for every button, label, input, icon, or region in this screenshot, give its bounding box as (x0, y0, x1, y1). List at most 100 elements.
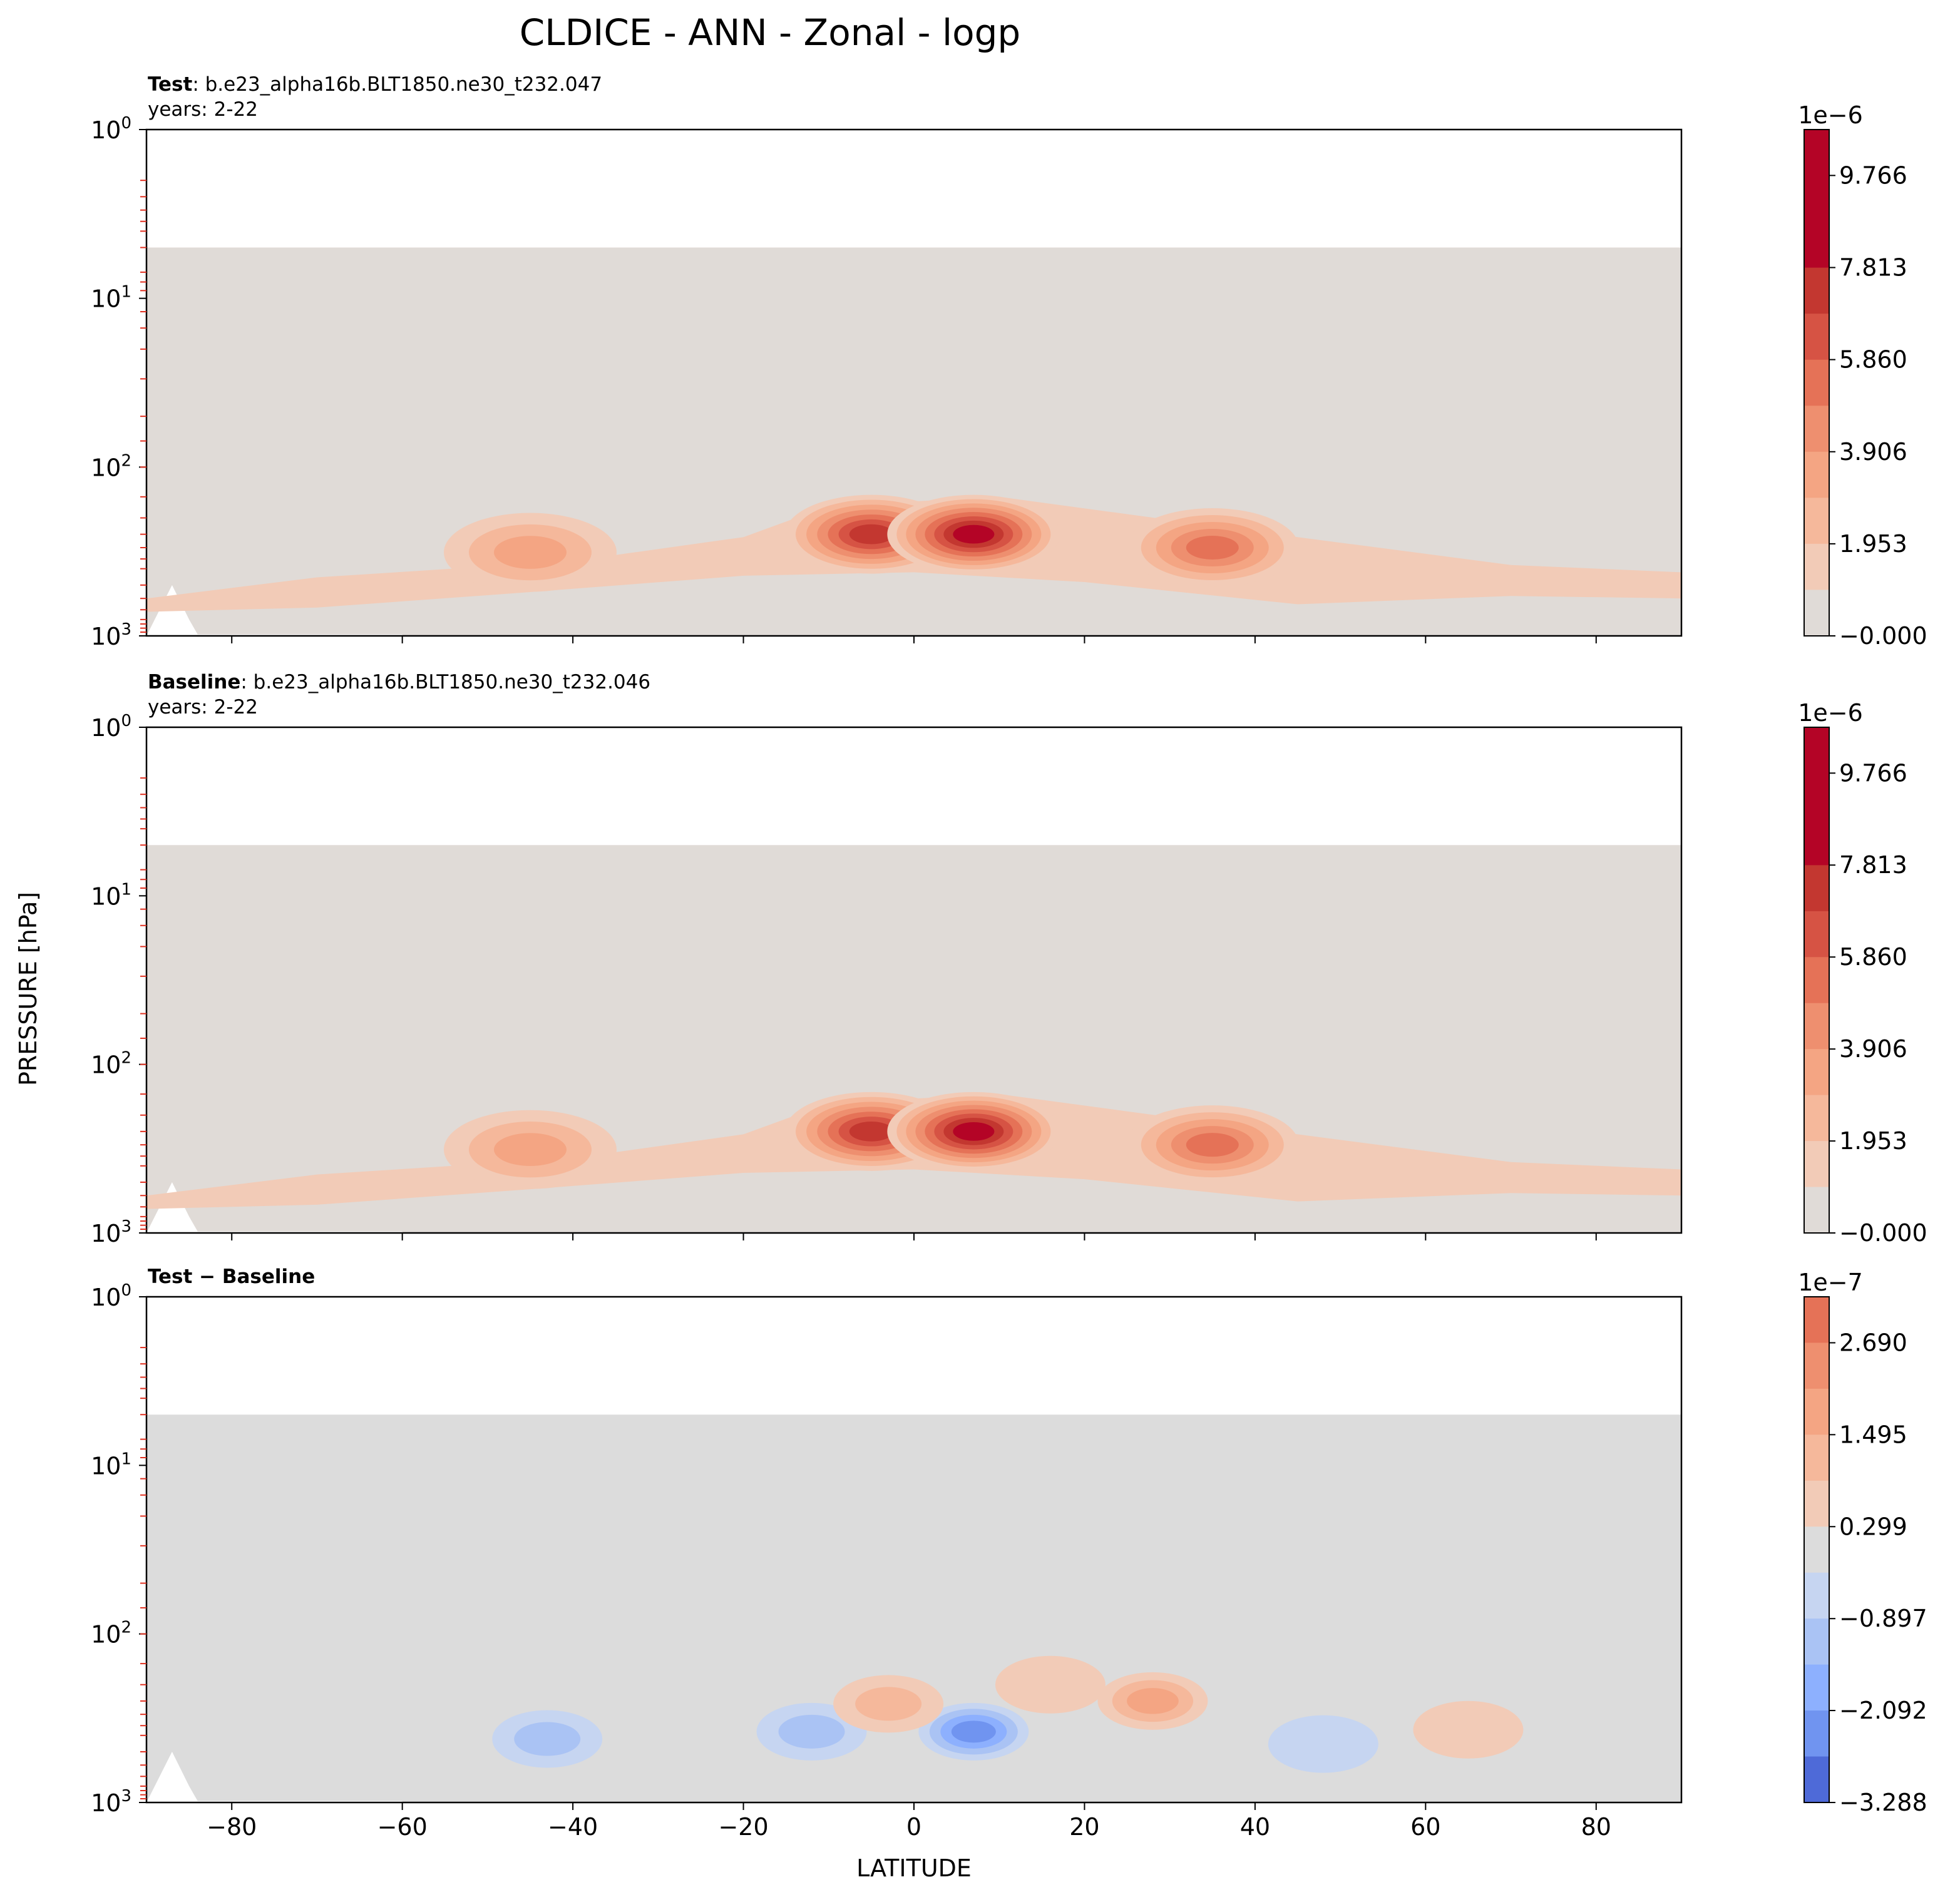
x-tick-label: 60 (1410, 1813, 1440, 1841)
contour-level-0-4 (951, 1720, 996, 1743)
colorbar-segment (1804, 1003, 1829, 1050)
colorbar-segment (1804, 1710, 1829, 1757)
colorbar-segment (1804, 773, 1829, 820)
contour-level-0-7 (849, 524, 894, 545)
x-axis-label: LATITUDE (856, 1854, 972, 1882)
colorbar-segment (1804, 222, 1829, 268)
y-tick-label: 102 (91, 1049, 131, 1079)
contour-level-2-5 (1186, 1133, 1239, 1157)
colorbar-segment (1804, 1049, 1829, 1096)
colorbar-segment (1804, 406, 1829, 452)
contour-level-1-8 (953, 1122, 995, 1141)
colorbar-tick-label: 7.813 (1839, 253, 1907, 281)
colorbar-tick-label: −0.897 (1839, 1605, 1927, 1632)
colorbar-segment (1804, 819, 1829, 866)
y-tick-label: 103 (91, 620, 131, 650)
colorbar-tick-label: −2.092 (1839, 1697, 1927, 1724)
colorbar-tick-label: −0.000 (1839, 1219, 1927, 1247)
contour-level-3-1 (1268, 1715, 1378, 1773)
colorbar: 1e−6 9.766 7.813 5.860 3.906 1.953 −0.000 (1798, 699, 1927, 1247)
y-tick-label: 101 (91, 283, 131, 313)
y-tick-label: 102 (91, 1618, 131, 1649)
colorbar: 1e−7 2.690 1.495 0.299 −0.897 −2.092 −3.288 (1798, 1269, 1927, 1816)
colorbar-tick-label: −0.000 (1839, 622, 1927, 650)
contour-level-3-3 (494, 536, 567, 569)
colorbar-segment (1804, 1342, 1829, 1389)
contour-level-1-2 (778, 1714, 845, 1749)
contour-level-6-1 (995, 1655, 1106, 1714)
colorbar-segment (1804, 590, 1829, 637)
colorbar-segment (1804, 498, 1829, 545)
x-tick-label: 80 (1581, 1813, 1611, 1841)
contour-level-2-5 (1186, 535, 1239, 560)
colorbar-tick-label: 1.953 (1839, 1127, 1907, 1155)
colorbar-segment (1804, 175, 1829, 222)
colorbar-segment (1804, 1618, 1829, 1665)
x-tick-label: 40 (1240, 1813, 1270, 1841)
colorbar-segment (1804, 451, 1829, 498)
x-tick-label: 20 (1069, 1813, 1099, 1841)
colorbar-segment (1804, 1095, 1829, 1142)
colorbar-offset: 1e−6 (1798, 101, 1863, 129)
colorbar-tick-label: 5.860 (1839, 943, 1907, 971)
colorbar-tick-label: 1.953 (1839, 530, 1907, 558)
x-tick-label: −80 (207, 1813, 257, 1841)
y-tick-label: 102 (91, 451, 131, 481)
colorbar-tick-label: 9.766 (1839, 759, 1907, 787)
colorbar-segment (1804, 1434, 1829, 1481)
contour-level-2-2 (514, 1722, 581, 1756)
y-tick-label: 101 (91, 880, 131, 910)
colorbar-segment (1804, 359, 1829, 406)
colorbar-segment (1804, 1526, 1829, 1573)
topography-mask (146, 1751, 403, 1802)
x-tick-label: −60 (377, 1813, 428, 1841)
colorbar-segment (1804, 1664, 1829, 1711)
panel-difference: −80 −60 −40 −20 0 20 40 60 80 100 101 102 103 Test − … (91, 1265, 1927, 1841)
y-tick-label: 103 (91, 1217, 131, 1247)
colorbar-segment (1804, 911, 1829, 958)
colorbar-segment (1804, 1141, 1829, 1188)
colorbar-frame (1804, 129, 1830, 637)
colorbar-tick-label: 1.495 (1839, 1421, 1907, 1448)
colorbar-segment (1804, 543, 1829, 590)
colorbar-segment (1804, 1388, 1829, 1435)
panel-title: Baseline: b.e23_alpha16b.BLT1850.ne30_t2… (148, 671, 650, 693)
contour-level-1-8 (953, 524, 995, 544)
y-tick-label: 100 (91, 1281, 131, 1311)
x-tick-label: −40 (548, 1813, 598, 1841)
colorbar-segment (1804, 865, 1829, 912)
contour-field (146, 845, 1681, 1233)
colorbar-tick-label: 5.860 (1839, 346, 1907, 374)
contour-field (146, 247, 1681, 636)
colorbar-segment (1804, 727, 1829, 774)
colorbar-tick-label: 9.766 (1839, 161, 1907, 189)
figure-title: CLDICE - ANN - Zonal - logp (520, 11, 1020, 54)
colorbar-segment (1804, 130, 1829, 176)
x-tick-label: −20 (718, 1813, 768, 1841)
colorbar-segment (1804, 1187, 1829, 1234)
colorbar-segment (1804, 267, 1829, 314)
contour-level-0-7 (849, 1121, 894, 1142)
panel-years: years: 2-22 (148, 98, 258, 121)
y-tick-label: 101 (91, 1450, 131, 1480)
contour-level-5-3 (1127, 1688, 1179, 1714)
y-tick-label: 100 (91, 712, 131, 742)
panel-title: Test: b.e23_alpha16b.BLT1850.ne30_t232.0… (148, 73, 602, 96)
colorbar-tick-label: −3.288 (1839, 1789, 1927, 1816)
colorbar-frame (1804, 727, 1830, 1234)
contour-field (146, 1414, 1681, 1802)
colorbar-tick-label: 2.690 (1839, 1329, 1907, 1356)
colorbar-offset: 1e−7 (1798, 1269, 1863, 1296)
colorbar-segment (1804, 1297, 1829, 1343)
colorbar-offset: 1e−6 (1798, 699, 1863, 727)
colorbar-segment (1804, 314, 1829, 360)
y-tick-label: 103 (91, 1787, 131, 1817)
panel-test: 100 101 102 103 Test: b.e23_alpha16b.BLT1850… (91, 73, 1927, 650)
colorbar-segment (1804, 1572, 1829, 1619)
colorbar-frame (1804, 1296, 1830, 1803)
contour-level-7-1 (1413, 1700, 1524, 1759)
panel-title: Test − Baseline (148, 1265, 315, 1288)
colorbar-segment (1804, 1756, 1829, 1803)
colorbar-tick-label: 3.906 (1839, 438, 1907, 466)
